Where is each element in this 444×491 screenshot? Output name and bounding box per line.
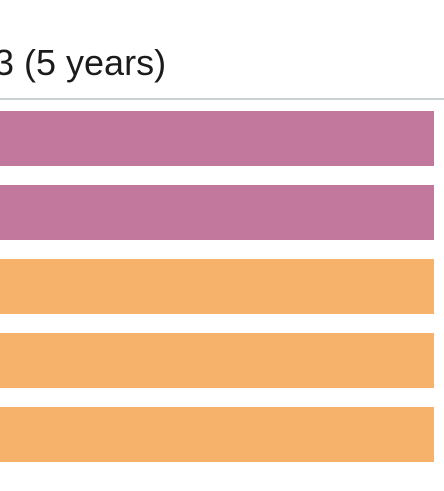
bar bbox=[0, 259, 434, 314]
bar bbox=[0, 333, 434, 388]
chart-title: 3 (5 years) bbox=[0, 42, 166, 83]
bar bbox=[0, 185, 434, 240]
bar bbox=[0, 111, 434, 166]
bars-group bbox=[0, 111, 434, 462]
bar bbox=[0, 407, 434, 462]
